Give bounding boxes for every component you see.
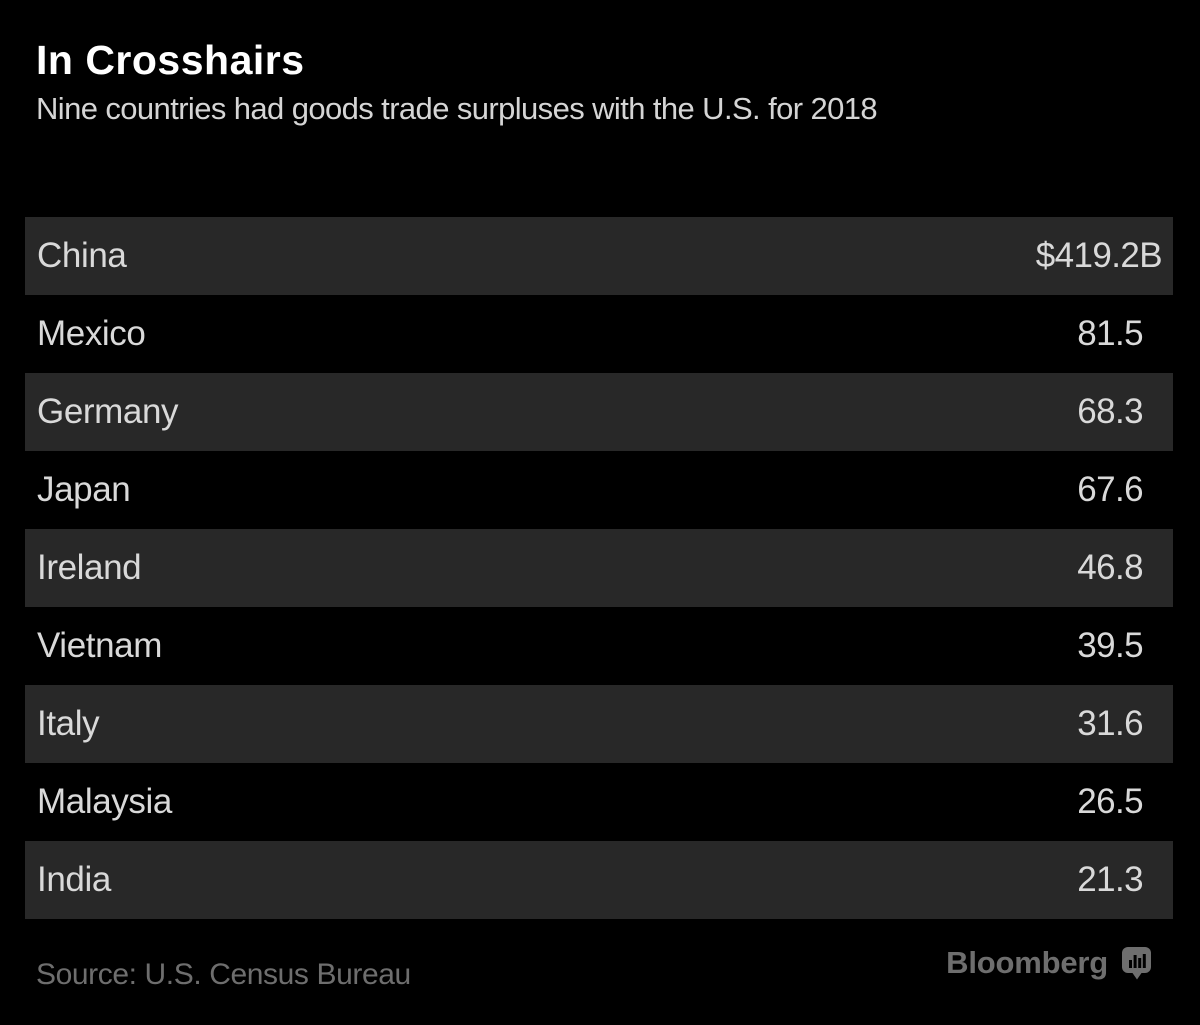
country-label: India — [37, 860, 111, 899]
table-row: India 21.3 — [25, 841, 1173, 919]
value-label: 39.5 — [1077, 626, 1143, 665]
table-row: Mexico 81.5 — [25, 295, 1173, 373]
table-row: Italy 31.6 — [25, 685, 1173, 763]
country-label: Italy — [37, 704, 100, 743]
table-row: China $419.2B — [25, 217, 1173, 295]
country-value-list: China $419.2B Mexico 81.5 Germany 68.3 Japan 67… — [25, 217, 1173, 919]
value-label: 46.8 — [1077, 548, 1143, 587]
value-label: 26.5 — [1077, 782, 1143, 821]
country-label: Japan — [37, 470, 131, 509]
table-row: Japan 67.6 — [25, 451, 1173, 529]
bloomberg-speech-bubble-chart-icon — [1122, 947, 1151, 980]
country-label: Ireland — [37, 548, 142, 587]
value-label: 68.3 — [1077, 392, 1143, 431]
table-row: Vietnam 39.5 — [25, 607, 1173, 685]
value-label: 21.3 — [1077, 860, 1143, 899]
country-label: Vietnam — [37, 626, 162, 665]
country-label: Malaysia — [37, 782, 172, 821]
bloomberg-logo: Bloomberg — [946, 945, 1152, 981]
country-label: China — [37, 236, 127, 275]
table-row: Malaysia 26.5 — [25, 763, 1173, 841]
source-note: Source: U.S. Census Bureau — [36, 958, 411, 991]
country-label: Mexico — [37, 314, 146, 353]
value-label: 31.6 — [1077, 704, 1143, 743]
chart-subtitle: Nine countries had goods trade surpluses… — [36, 91, 878, 126]
table-row: Germany 68.3 — [25, 373, 1173, 451]
value-label: 81.5 — [1077, 314, 1143, 353]
bloomberg-wordmark: Bloomberg — [946, 945, 1108, 980]
value-label: $419.2B — [1035, 236, 1163, 275]
country-label: Germany — [37, 392, 179, 431]
chart-title: In Crosshairs — [36, 37, 305, 83]
table-row: Ireland 46.8 — [25, 529, 1173, 607]
value-label: 67.6 — [1077, 470, 1143, 509]
